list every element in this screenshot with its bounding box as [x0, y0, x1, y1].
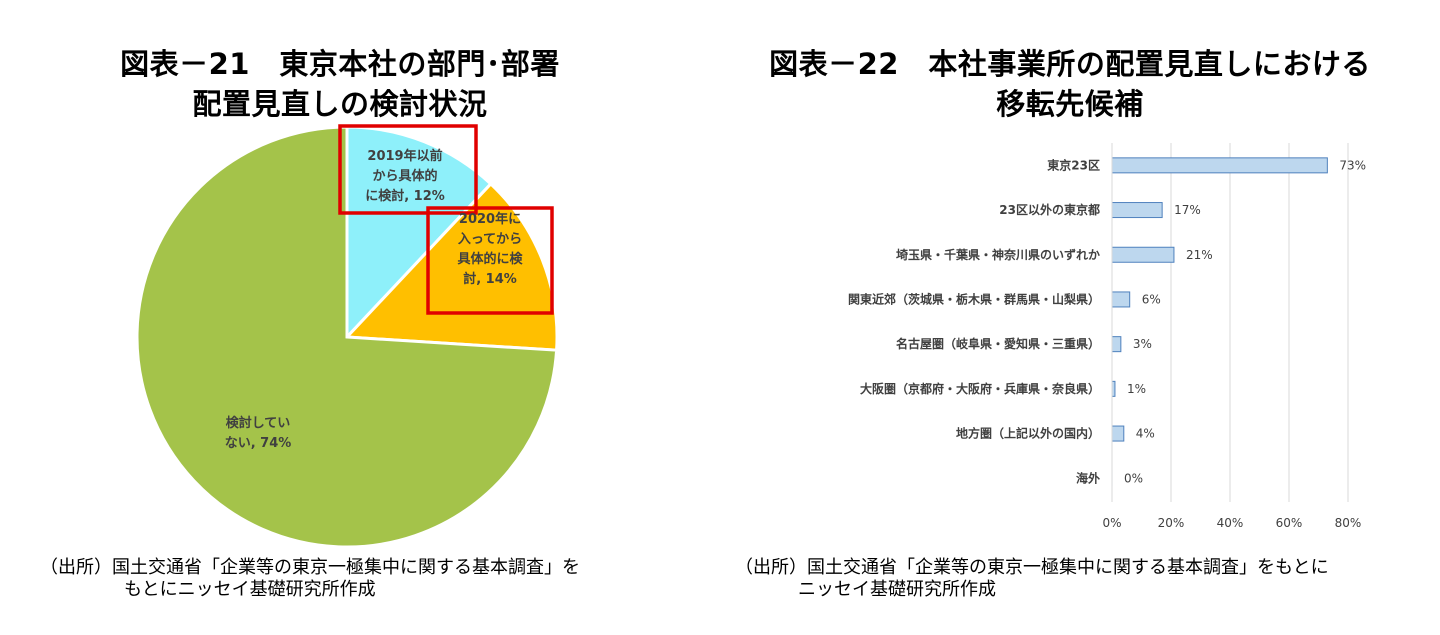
category-label-2: 埼玉県・千葉県・神奈川県のいずれか	[896, 247, 1100, 262]
x-tick-label-2: 40%	[1217, 516, 1244, 530]
value-label-4: 3%	[1133, 337, 1152, 351]
category-label-6: 地方圏（上記以外の国内）	[956, 426, 1100, 441]
value-label-1: 17%	[1174, 203, 1201, 217]
bar-chart-source: （出所）国土交通省「企業等の東京一極集中に関する基本調査」をもとに ニッセイ基礎…	[735, 557, 1329, 601]
category-label-5: 大阪圏（京都府・大阪府・兵庫県・奈良県）	[860, 381, 1100, 396]
pie-chart-panel: 図表－21 東京本社の部門･部署 配置見直しの検討状況 2019年以前から具体的…	[0, 0, 700, 635]
pie-title-line2: 配置見直しの検討状況	[192, 87, 488, 121]
highlight-box-1	[426, 206, 554, 315]
category-label-0: 東京23区	[1047, 157, 1100, 172]
category-label-4: 名古屋圏（岐阜県・愛知県・三重県）	[896, 336, 1100, 351]
pie-slice-2	[135, 125, 559, 549]
pie-slice-label-1: 2020年に入ってから具体的に検討, 14%	[457, 211, 523, 287]
pie-title-line1: 図表－21 東京本社の部門･部署	[120, 47, 560, 81]
bar-2	[1111, 246, 1175, 263]
bar-6	[1111, 425, 1125, 442]
bar-title-line2: 移転先候補	[996, 87, 1144, 121]
bar-source-line1: （出所）国土交通省「企業等の東京一極集中に関する基本調査」をもとに	[735, 557, 1329, 578]
value-label-7: 0%	[1124, 471, 1143, 485]
pie-chart-source: （出所）国土交通省「企業等の東京一極集中に関する基本調査」を もとにニッセイ基礎…	[40, 557, 580, 601]
x-tick-label-0: 0%	[1102, 516, 1121, 530]
value-label-0: 73%	[1339, 158, 1366, 172]
x-tick-label-1: 20%	[1158, 516, 1185, 530]
pie-source-line1: （出所）国土交通省「企業等の東京一極集中に関する基本調査」を	[40, 557, 580, 578]
value-label-2: 21%	[1186, 248, 1213, 262]
pie-slice-1	[343, 181, 559, 352]
bar-4	[1111, 336, 1122, 353]
pie-slice-label-0: 2019年以前から具体的に検討, 12%	[365, 148, 445, 204]
pie-source-line2: もとにニッセイ基礎研究所作成	[124, 579, 376, 600]
bar-source-line2: ニッセイ基礎研究所作成	[798, 579, 996, 600]
x-tick-label-3: 60%	[1276, 516, 1303, 530]
pie-slice-label-2: 検討していない, 74%	[225, 415, 292, 451]
bar-chart-panel: 図表－22 本社事業所の配置見直しにおける 移転先候補 0% 20% 40% 60% 8…	[700, 0, 1440, 635]
category-label-3: 関東近郊（茨城県・栃木県・群馬県・山梨県）	[848, 291, 1100, 306]
highlight-box-0	[338, 124, 478, 215]
category-label-1: 23区以外の東京都	[999, 202, 1100, 217]
value-label-6: 4%	[1136, 427, 1155, 441]
value-label-5: 1%	[1127, 382, 1146, 396]
value-label-3: 6%	[1142, 292, 1161, 306]
bar-chart-title: 図表－22 本社事業所の配置見直しにおける 移転先候補	[700, 44, 1440, 124]
x-tick-label-4: 80%	[1335, 516, 1362, 530]
category-label-7: 海外	[1076, 470, 1100, 485]
bar-0	[1111, 157, 1328, 174]
pie-chart-title: 図表－21 東京本社の部門･部署 配置見直しの検討状況	[0, 44, 680, 124]
bar-1	[1111, 202, 1163, 219]
bar-3	[1111, 291, 1131, 308]
bar-chart: 0% 20% 40% 60% 80% 東京23区 73% 23区以外の東京都 17% 埼玉県・千葉…	[848, 143, 1366, 530]
bar-title-line1: 図表－22 本社事業所の配置見直しにおける	[769, 47, 1371, 81]
pie-chart: 2019年以前から具体的に検討, 12%2020年に入ってから具体的に検討, 1…	[135, 124, 559, 549]
